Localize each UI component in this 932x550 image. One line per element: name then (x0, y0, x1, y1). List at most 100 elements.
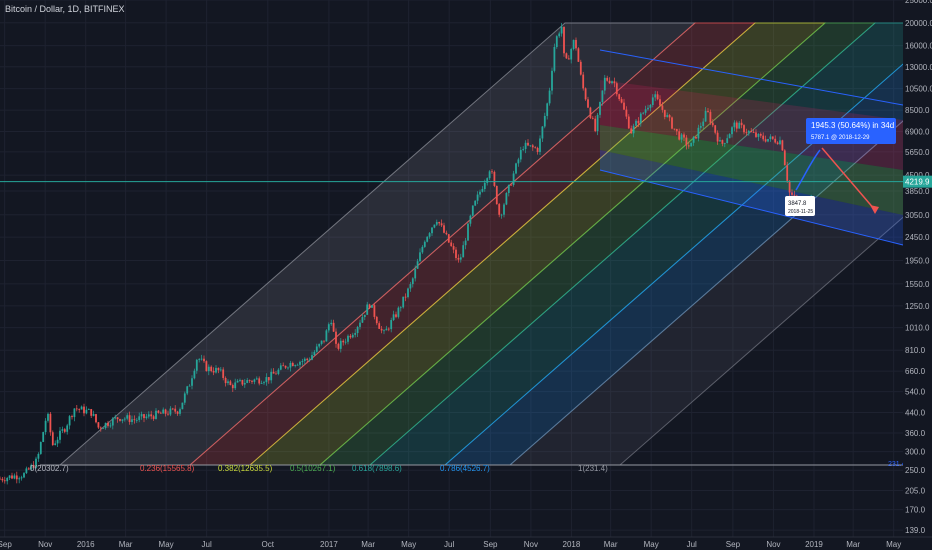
candle-body (11, 475, 13, 479)
candle-body (711, 122, 714, 126)
candle-body (279, 365, 282, 370)
y-tick-label: 6900.0 (905, 127, 930, 136)
candle-body (445, 232, 448, 235)
candle-body (647, 107, 649, 110)
candle-body (212, 370, 215, 373)
candle-body (181, 402, 184, 410)
candle-body (510, 184, 513, 186)
y-tick-label: 1950.0 (905, 256, 930, 265)
candle-body (565, 53, 568, 59)
candle-body (359, 322, 361, 327)
candle-body (786, 165, 789, 181)
candle-body (399, 307, 402, 309)
candle-body (656, 94, 659, 100)
candle-body (291, 362, 294, 367)
candle-body (771, 136, 774, 139)
candle-body (61, 429, 64, 431)
candle-body (313, 351, 316, 356)
x-tick-label: May (644, 540, 659, 549)
candle-body (289, 362, 292, 368)
candle-body (373, 305, 376, 317)
x-tick-label: Nov (766, 540, 780, 549)
candle-body (157, 410, 160, 413)
candle-body (318, 343, 321, 347)
candle-body (493, 171, 496, 186)
candle-body (419, 252, 421, 262)
candle-body (236, 380, 239, 383)
candle-body (51, 432, 54, 445)
candle-body (747, 130, 750, 133)
candle-body (49, 413, 52, 433)
candle-body (733, 122, 736, 128)
y-tick-label: 8500.0 (905, 106, 930, 115)
candle-body (164, 409, 167, 414)
candle-body (195, 359, 198, 371)
candle-body (503, 204, 505, 215)
candle-body (752, 132, 755, 133)
candle-body (27, 468, 30, 470)
fib-edge-label: 231.4 (888, 461, 906, 468)
candle-body (582, 74, 585, 89)
candle-body (205, 361, 208, 372)
candle-body (702, 121, 705, 127)
fib-label: 0.5(10267.1) (290, 464, 336, 473)
candle-body (447, 234, 450, 243)
candle-body (150, 414, 153, 417)
channel-lower-line (599, 169, 904, 246)
candle-body (783, 150, 786, 166)
candle-body (779, 140, 781, 145)
candle-body (335, 331, 337, 344)
candle-body (781, 140, 784, 151)
candle-body (642, 112, 645, 114)
candle-body (433, 224, 436, 228)
candle-body (342, 340, 345, 343)
x-tick-label: May (159, 540, 174, 549)
candle-body (301, 360, 304, 362)
candle-body (498, 204, 501, 215)
candle-body (284, 365, 287, 368)
candle-body (25, 468, 28, 474)
candle-body (599, 102, 601, 115)
candle-body (277, 369, 280, 375)
y-tick-label: 205.0 (905, 486, 926, 495)
candle-body (726, 138, 729, 144)
candle-body (270, 371, 273, 381)
candle-body (102, 428, 105, 429)
y-tick-label: 1550.0 (905, 280, 930, 289)
candle-body (162, 409, 165, 414)
candle-body (539, 138, 541, 152)
fib-label: 0.618(7898.6) (352, 464, 402, 473)
candle-body (699, 126, 702, 128)
candle-body (738, 122, 741, 129)
candle-body (325, 330, 328, 342)
candle-body (83, 406, 85, 414)
candle-body (143, 414, 145, 419)
candle-body (85, 409, 88, 414)
candle-body (623, 102, 625, 110)
candle-body (440, 223, 443, 226)
candle-body (608, 80, 611, 84)
candle-body (95, 414, 97, 423)
candle-body (500, 214, 503, 216)
fib-label: 0.786(4526.7) (440, 464, 490, 473)
candle-body (452, 246, 455, 250)
candle-body (563, 26, 565, 54)
candle-body (488, 171, 491, 179)
candle-body (644, 109, 647, 113)
candle-body (435, 222, 438, 225)
candle-body (584, 88, 587, 100)
candle-body (716, 132, 719, 142)
candle-body (735, 122, 738, 129)
candle-body (654, 94, 657, 98)
bearish-arrow-line (821, 147, 876, 211)
candle-body (71, 416, 73, 418)
candle-body (231, 385, 234, 389)
candle-body (404, 296, 407, 298)
candle-body (35, 458, 37, 468)
candle-body (402, 296, 405, 308)
candle-body (483, 182, 486, 190)
candle-body (303, 358, 306, 361)
candle-body (750, 130, 753, 133)
